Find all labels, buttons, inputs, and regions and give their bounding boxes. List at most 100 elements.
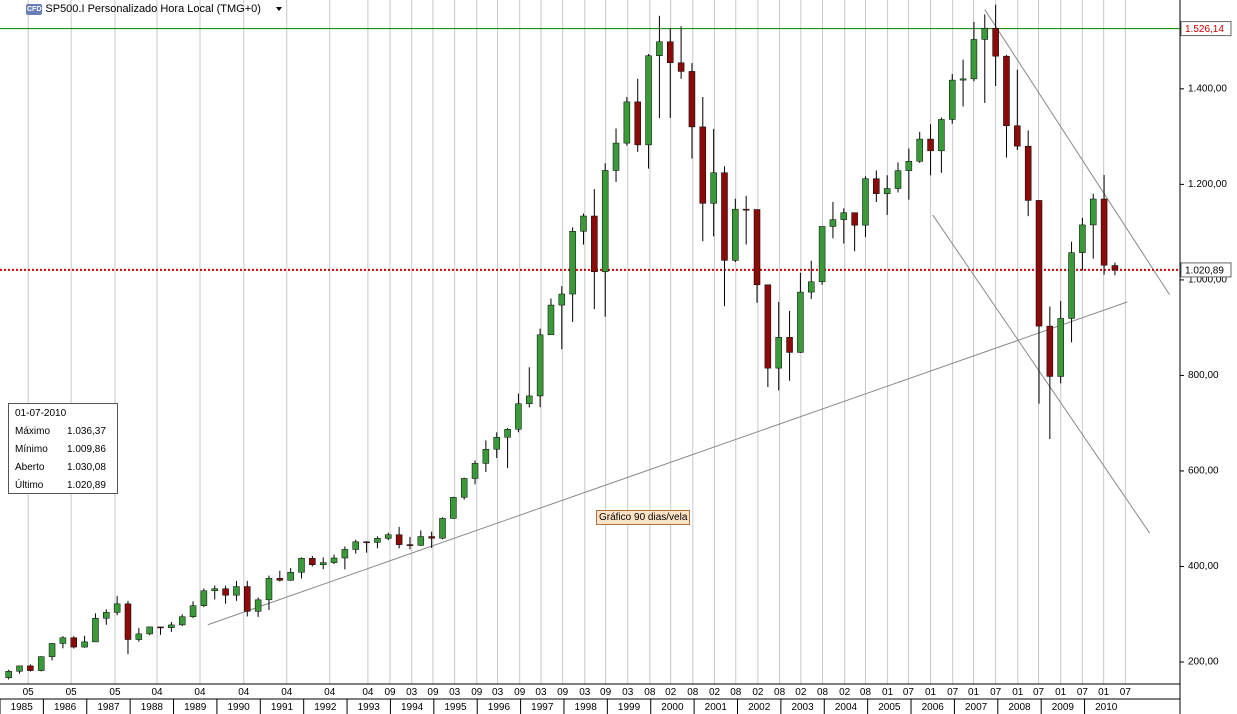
- candle-body: [883, 188, 891, 194]
- x-tick-label: 03: [492, 687, 504, 698]
- badge: CFD: [26, 3, 43, 15]
- year-label: 1985: [11, 702, 34, 713]
- candle-body: [732, 208, 739, 261]
- x-tick-label: 03: [535, 687, 547, 698]
- candle-body: [558, 293, 566, 306]
- candle-body: [222, 588, 229, 596]
- chart-title: SP500.I Personalizado Hora Local (TMG+0): [45, 3, 261, 15]
- candle-body: [938, 119, 945, 152]
- x-tick-label: 02: [709, 687, 721, 698]
- y-tick-label: 200,00: [1188, 657, 1219, 668]
- x-tick-label: 08: [730, 687, 742, 698]
- x-tick-label: 04: [281, 687, 293, 698]
- candle-body: [309, 558, 316, 565]
- candle-body: [146, 626, 153, 635]
- x-tick-label: 03: [579, 687, 591, 698]
- candle-body: [48, 643, 56, 657]
- info-label: Mínimo: [15, 444, 48, 455]
- x-tick-label: 08: [860, 687, 872, 698]
- candle-body: [1111, 265, 1119, 271]
- candle-body: [1100, 198, 1108, 266]
- info-label: Máximo: [15, 426, 51, 437]
- candle-body: [656, 41, 663, 56]
- candle-body: [27, 665, 34, 671]
- candle-body: [536, 334, 544, 397]
- year-label: 1997: [531, 702, 554, 713]
- x-tick-label: 04: [194, 687, 206, 698]
- candle-body: [1046, 325, 1054, 377]
- x-tick-label: 09: [427, 687, 439, 698]
- candle-body: [341, 549, 349, 559]
- candle-body: [319, 562, 327, 565]
- x-tick-label: 08: [774, 687, 786, 698]
- candle-body: [905, 161, 913, 171]
- x-tick-label: 01: [1012, 687, 1024, 698]
- candle-body: [363, 541, 370, 544]
- candle-body: [265, 578, 273, 601]
- year-label: 2005: [878, 702, 901, 713]
- candle-body: [5, 670, 12, 678]
- candle-body: [200, 590, 208, 606]
- candle-body: [526, 395, 533, 405]
- candle-body: [287, 572, 294, 581]
- candle-body: [645, 55, 652, 146]
- candle-body: [59, 637, 67, 644]
- x-tick-label: 07: [990, 687, 1002, 698]
- year-label: 2001: [705, 702, 728, 713]
- x-tick-label: 04: [362, 687, 374, 698]
- price-label-box: [1180, 21, 1232, 37]
- year-label: 2009: [1052, 702, 1075, 713]
- candle-body: [244, 586, 251, 612]
- x-tick-label: 05: [66, 687, 78, 698]
- x-tick-label: 04: [324, 687, 336, 698]
- year-label: 2000: [661, 702, 684, 713]
- x-tick-label: 01: [925, 687, 937, 698]
- year-label: 2010: [1095, 702, 1118, 713]
- candle-body: [352, 541, 359, 550]
- x-tick-label: 08: [817, 687, 829, 698]
- x-tick-label: 05: [23, 687, 35, 698]
- candle-body: [829, 219, 837, 227]
- price-label-box: [1180, 262, 1232, 278]
- y-axis-panel: [1180, 0, 1237, 684]
- x-tick-label: 03: [449, 687, 461, 698]
- x-tick-label: 07: [1033, 687, 1045, 698]
- candle-body: [710, 172, 717, 204]
- header: CFD SP500.I Personalizado Hora Local (TM…: [26, 3, 282, 15]
- dropdown[interactable]: [275, 7, 282, 11]
- year-label: 1999: [618, 702, 641, 713]
- plot-area: [0, 0, 1180, 684]
- x-tick-label: 09: [471, 687, 483, 698]
- candle-body: [450, 497, 457, 519]
- year-label: 1998: [575, 702, 598, 713]
- y-tick-label: 800,00: [1188, 370, 1219, 381]
- trendline: [932, 214, 1151, 534]
- x-tick-label: 07: [903, 687, 915, 698]
- candle-body: [1014, 125, 1021, 147]
- x-tick-label: 08: [687, 687, 699, 698]
- candle-body: [623, 101, 631, 144]
- candle-body: [808, 281, 815, 293]
- candle-body: [959, 78, 967, 81]
- x-tick-label: 01: [968, 687, 980, 698]
- info-box: 01-07-2010 Máximo 1.036,37 Mínimo 1.009,86 A…: [8, 403, 118, 494]
- y-tick-label: 1.400,00: [1188, 83, 1227, 94]
- info-value: 1.009,86: [67, 444, 106, 455]
- x-tick-label: 01: [1055, 687, 1067, 698]
- candle-body: [493, 436, 500, 450]
- info-value: 1.036,37: [67, 426, 106, 437]
- candle-body: [135, 633, 143, 640]
- candle-body: [992, 28, 999, 57]
- year-label: 2004: [835, 702, 858, 713]
- year-label: 1989: [184, 702, 207, 713]
- year-label: 2007: [965, 702, 988, 713]
- candle-body: [81, 641, 88, 648]
- year-label: 1994: [401, 702, 424, 713]
- candle-body: [916, 138, 923, 162]
- candle-body: [927, 138, 934, 152]
- candle-body: [211, 588, 218, 592]
- year-label: 1992: [314, 702, 337, 713]
- candle-body: [460, 478, 468, 498]
